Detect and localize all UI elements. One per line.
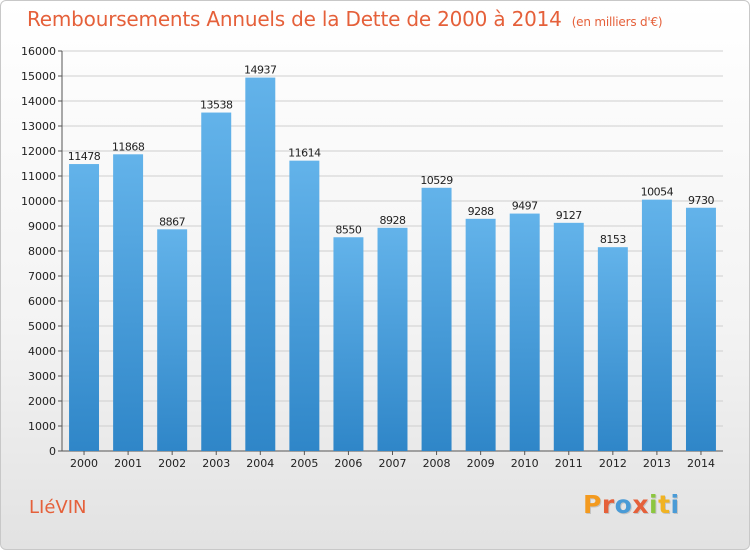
ytick-label: 7000 [28,270,56,283]
ytick-label: 14000 [21,95,56,108]
bar-2008 [421,187,452,451]
data-label-2007: 8928 [380,214,406,227]
bar-2014 [685,207,716,451]
bar-2013 [641,199,672,451]
bar-2012 [597,247,628,451]
bar-2000 [69,164,100,452]
bar-2001 [113,154,144,452]
ytick-label: 15000 [21,70,56,83]
bar-2003 [201,112,232,452]
chart-title: Remboursements Annuels de la Dette de 20… [27,7,663,31]
bars: 11478 11868 8867 13538 14937 11614 8550 8928 105… [68,64,716,452]
xtick-label-2000: 2000 [70,457,98,470]
ytick-label: 9000 [28,220,56,233]
bar-2007 [377,227,408,451]
xtick-label-2006: 2006 [334,457,362,470]
data-label-2008: 10529 [420,174,453,187]
xtick-label-2009: 2009 [467,457,495,470]
bar-2010 [509,213,540,451]
data-label-2013: 10054 [641,186,674,199]
xtick-label-2007: 2007 [379,457,407,470]
ytick-label: 4000 [28,345,56,358]
data-label-2009: 9288 [468,205,494,218]
proxiti-logo: Proxiti [583,490,680,519]
ytick-label: 5000 [28,320,56,333]
xtick-label-2014: 2014 [687,457,715,470]
y-axis: 0 1000 2000 3000 4000 5000 6000 7000 8000 9000 100… [21,45,723,458]
chart-unit: (en milliers d'€) [571,15,663,29]
bar-2011 [553,222,584,451]
data-label-2010: 9497 [512,200,538,213]
ytick-label: 10000 [21,195,56,208]
xtick-label-2008: 2008 [423,457,451,470]
ytick-label: 3000 [28,370,56,383]
city-name: LIéVIN [29,497,87,518]
data-label-2006: 8550 [335,223,361,236]
xtick-label-2013: 2013 [643,457,671,470]
data-label-2004: 14937 [244,64,277,77]
bar-2006 [333,237,364,451]
data-label-2000: 11478 [68,150,101,163]
x-axis: 2000 2001 2002 2003 2004 2005 2006 2007 2008 2009… [70,451,715,470]
logo-letter: o [614,490,633,519]
ytick-label: 12000 [21,145,56,158]
ytick-label: 11000 [21,170,56,183]
data-label-2005: 11614 [288,147,321,160]
ytick-label: 6000 [28,295,56,308]
ytick-label: 2000 [28,395,56,408]
logo-letter: x [632,490,649,519]
logo-letter: r [601,490,615,519]
xtick-label-2005: 2005 [290,457,318,470]
ytick-label: 1000 [28,420,56,433]
ytick-label: 13000 [21,120,56,133]
xtick-label-2010: 2010 [511,457,539,470]
bar-2005 [289,160,320,451]
ytick-label: 8000 [28,245,56,258]
xtick-label-2003: 2003 [202,457,230,470]
data-label-2003: 13538 [200,99,233,112]
data-label-2002: 8867 [159,215,185,228]
data-label-2014: 9730 [688,194,714,207]
logo-letter: t [658,490,671,519]
logo-letter: P [583,490,602,519]
bar-2002 [157,229,188,451]
xtick-label-2011: 2011 [555,457,583,470]
data-label-2012: 8153 [600,233,626,246]
xtick-label-2001: 2001 [114,457,142,470]
logo-letter: i [670,490,680,519]
xtick-label-2012: 2012 [599,457,627,470]
bar-2004 [245,77,276,451]
bar-2009 [465,218,496,451]
logo-letter: i [649,490,659,519]
ytick-label: 16000 [21,45,56,58]
ytick-label: 0 [49,445,56,458]
data-label-2001: 11868 [112,140,145,153]
xtick-label-2004: 2004 [246,457,274,470]
data-label-2011: 9127 [556,209,582,222]
xtick-label-2002: 2002 [158,457,186,470]
